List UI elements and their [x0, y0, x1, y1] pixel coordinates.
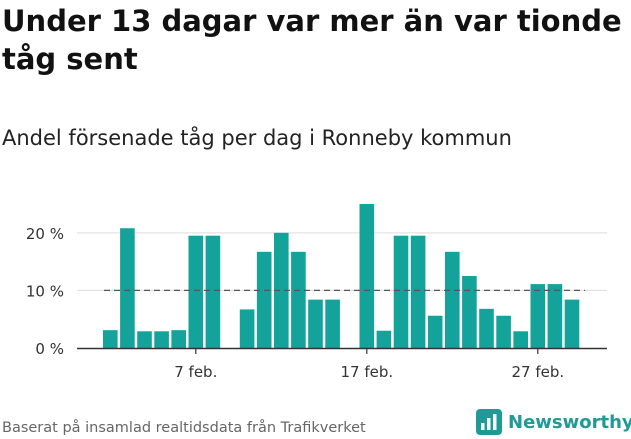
bar	[103, 330, 118, 348]
bar	[359, 204, 375, 348]
bar	[239, 309, 255, 348]
bar	[137, 331, 152, 348]
bar	[154, 331, 169, 348]
bar-chart: 0 % 10 % 20 % 7 feb. 17 feb. 27 feb.	[26, 204, 607, 381]
bar	[376, 330, 392, 348]
y-tick-label: 0 %	[35, 340, 64, 358]
bar	[410, 235, 426, 348]
brand-name: Newsworthy	[508, 411, 631, 433]
chart-subtitle: Andel försenade tåg per dag i Ronneby ko…	[2, 126, 512, 150]
bar	[445, 251, 460, 348]
chart-title: Under 13 dagar var mer än var tionde tåg…	[2, 4, 622, 76]
bar	[120, 228, 135, 348]
bar	[205, 235, 221, 348]
bar	[393, 235, 409, 348]
y-tick-label: 20 %	[26, 225, 64, 243]
x-tick-label: 7 feb.	[174, 363, 217, 381]
brand-logo[interactable]: Newsworthy	[476, 409, 631, 435]
bar	[530, 284, 546, 348]
bar	[427, 315, 443, 348]
bars	[103, 204, 580, 348]
grid-lines	[77, 232, 607, 291]
bar	[274, 232, 289, 348]
x-tick-label: 17 feb.	[340, 363, 393, 381]
bar	[479, 308, 494, 348]
bar	[308, 299, 323, 348]
bar	[256, 251, 272, 348]
bar	[564, 299, 580, 348]
bar	[188, 235, 204, 348]
source-note: Baserat på insamlad realtidsdata från Tr…	[2, 420, 366, 436]
bar	[462, 276, 477, 348]
y-tick-label: 10 %	[26, 282, 64, 300]
bar	[291, 251, 306, 348]
bar	[496, 315, 511, 348]
newsworthy-logo-icon	[476, 409, 502, 435]
x-tick-label: 27 feb.	[511, 363, 564, 381]
bar	[547, 284, 563, 348]
bar	[325, 299, 340, 348]
bar	[171, 330, 186, 348]
axes: 0 % 10 % 20 % 7 feb. 17 feb. 27 feb.	[26, 225, 607, 381]
bar	[513, 331, 528, 348]
